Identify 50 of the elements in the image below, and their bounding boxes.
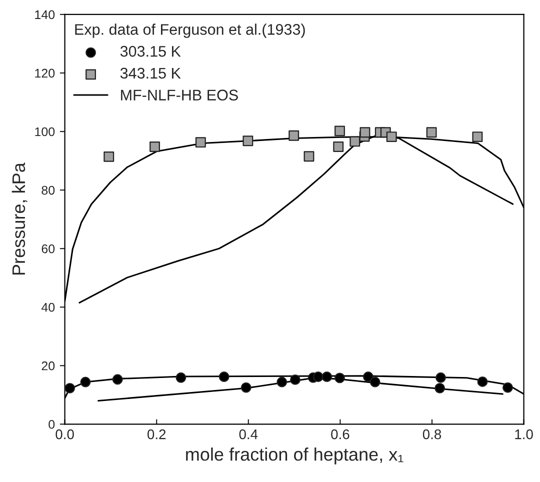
legend-label: MF-NLF-HB EOS bbox=[121, 90, 238, 100]
point bbox=[304, 151, 314, 162]
point bbox=[312, 372, 324, 382]
legend-title: Exp. data of Ferguson et al.(1933) bbox=[75, 24, 305, 38]
point bbox=[64, 382, 76, 394]
point bbox=[176, 372, 186, 383]
point bbox=[334, 372, 345, 384]
y-tick-label: 100 bbox=[35, 127, 55, 136]
point bbox=[477, 376, 488, 387]
point bbox=[112, 374, 123, 385]
point bbox=[104, 151, 114, 162]
y-tick-label: 40 bbox=[41, 302, 55, 312]
x-tick-label: 0.2 bbox=[147, 429, 166, 440]
y-tick-label: 60 bbox=[42, 244, 55, 254]
x-tick-label: 1.0 bbox=[515, 429, 533, 440]
point bbox=[362, 372, 374, 382]
point bbox=[436, 372, 446, 383]
y-tick-label: 80 bbox=[42, 186, 55, 195]
legend-label: 303.15 K bbox=[120, 46, 181, 57]
y-tick-label: 120 bbox=[35, 68, 55, 78]
x-axis-title: mole fraction of heptane, x₁ bbox=[186, 448, 404, 464]
y-tick-label: 20 bbox=[42, 361, 55, 370]
x-tick-label: 0.6 bbox=[331, 429, 350, 440]
point bbox=[502, 382, 513, 393]
point bbox=[360, 127, 370, 138]
point bbox=[218, 372, 230, 382]
point bbox=[242, 136, 254, 146]
x-tick-label: 0.8 bbox=[422, 429, 442, 440]
point bbox=[370, 376, 380, 388]
point bbox=[434, 382, 446, 394]
y-axis-title: Pressure, kPa bbox=[12, 162, 28, 275]
x-tick-label: 0.0 bbox=[56, 429, 74, 440]
point bbox=[426, 127, 437, 138]
point bbox=[276, 376, 288, 388]
legend-label: 343.15 K bbox=[120, 68, 181, 79]
point bbox=[288, 130, 300, 141]
y-tick-label: 0 bbox=[48, 420, 55, 429]
x-tick-label: 0.4 bbox=[239, 429, 258, 440]
point bbox=[240, 382, 252, 393]
point bbox=[472, 132, 483, 142]
point bbox=[322, 372, 332, 382]
point bbox=[290, 374, 300, 385]
y-tick-label: 140 bbox=[35, 10, 55, 20]
point bbox=[350, 136, 360, 147]
point bbox=[333, 142, 344, 152]
point bbox=[80, 376, 91, 388]
point bbox=[386, 132, 397, 142]
point bbox=[195, 137, 206, 148]
point bbox=[150, 142, 160, 152]
point bbox=[334, 126, 345, 136]
